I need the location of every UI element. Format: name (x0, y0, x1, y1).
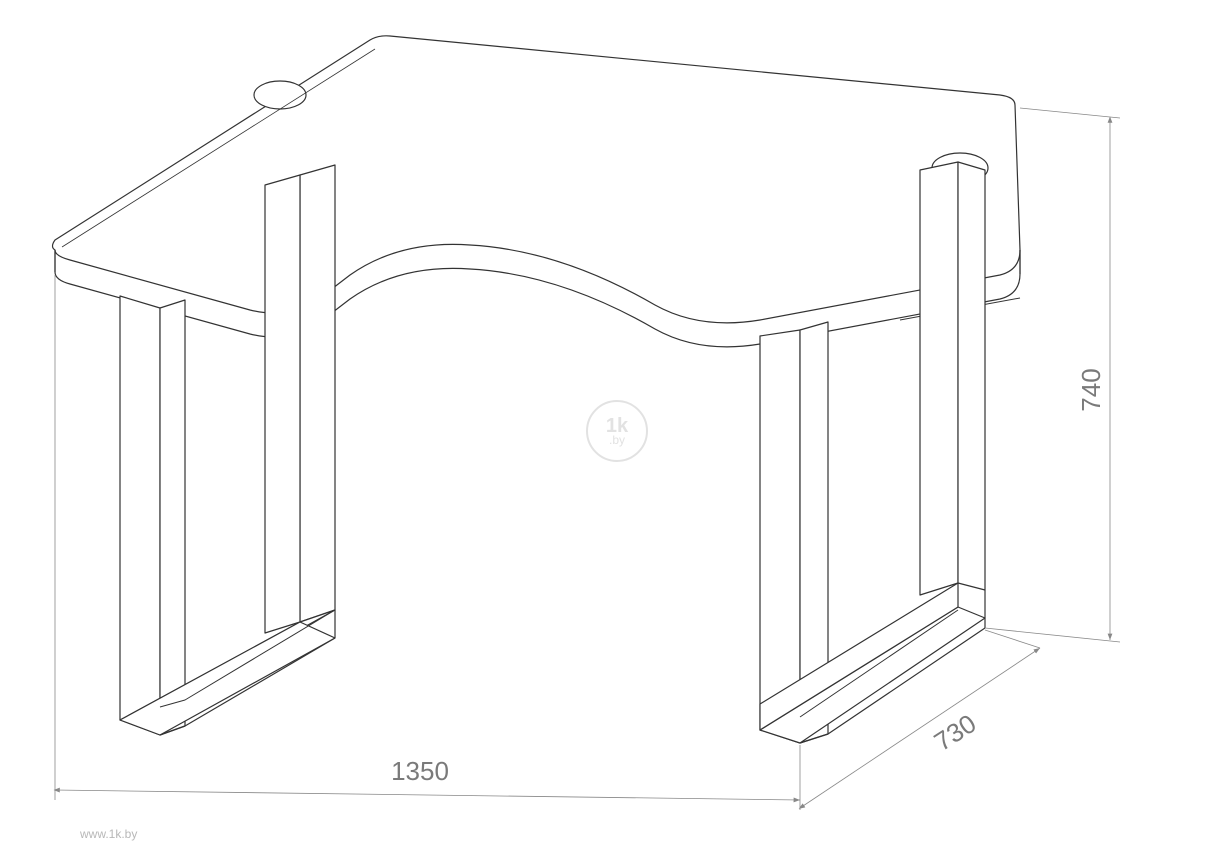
watermark-url: www.1k.by (80, 827, 137, 841)
dim-depth-label: 730 (929, 708, 982, 757)
dim-height-label: 740 (1076, 368, 1106, 411)
grommet-left (254, 81, 306, 109)
dimension-labels: 1350 730 740 (391, 368, 1106, 786)
watermark-logo-bottom: .by (609, 434, 625, 446)
watermark-logo: 1k .by (586, 400, 648, 462)
tabletop (53, 36, 1021, 347)
dim-width-label: 1350 (391, 756, 449, 786)
